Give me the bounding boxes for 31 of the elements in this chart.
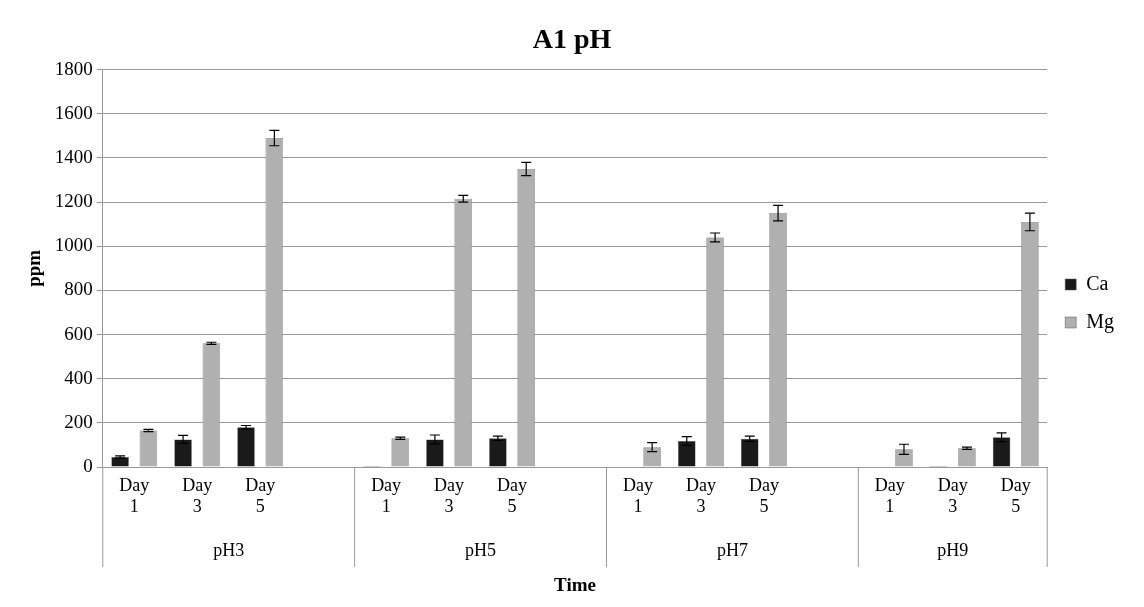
- x-tick-label: Day 3: [182, 474, 213, 517]
- x-tick-label: Day 5: [497, 474, 528, 517]
- x-tick-label: Day 3: [685, 474, 716, 517]
- x-tick-label: Day 1: [119, 474, 150, 517]
- y-tick-label: 0: [83, 454, 93, 476]
- x-axis-title: Time: [554, 573, 596, 595]
- x-tick-label: Day 3: [937, 474, 968, 517]
- y-tick-label: 1200: [54, 190, 93, 212]
- x-tick-label: Day 3: [434, 474, 465, 517]
- legend-label: Ca: [1086, 271, 1109, 294]
- legend-label: Mg: [1086, 309, 1115, 333]
- text: pH7: [716, 539, 748, 560]
- y-tick-label: 600: [64, 322, 93, 344]
- x-tick-label: Day 5: [1000, 474, 1031, 517]
- x-tick-label: Day 5: [748, 474, 779, 517]
- y-tick-label: 1600: [54, 101, 93, 123]
- text: pH9: [937, 539, 969, 560]
- y-tick-label: 1800: [54, 57, 93, 79]
- y-axis-title: ppm: [23, 249, 45, 287]
- x-tick-label: Day 1: [874, 474, 905, 517]
- x-tick-label: Day 5: [245, 474, 276, 517]
- text: pH5: [465, 539, 497, 560]
- text: pH3: [213, 539, 245, 560]
- x-tick-label: Day 1: [371, 474, 402, 517]
- x-tick-label: Day 1: [622, 474, 653, 517]
- chart-title: A1 pH: [532, 23, 612, 55]
- y-tick-label: 400: [64, 366, 93, 388]
- y-tick-label: 1400: [54, 145, 93, 167]
- y-tick-label: 200: [64, 410, 93, 432]
- y-tick-label: 800: [64, 278, 93, 300]
- y-tick-label: 1000: [54, 234, 93, 256]
